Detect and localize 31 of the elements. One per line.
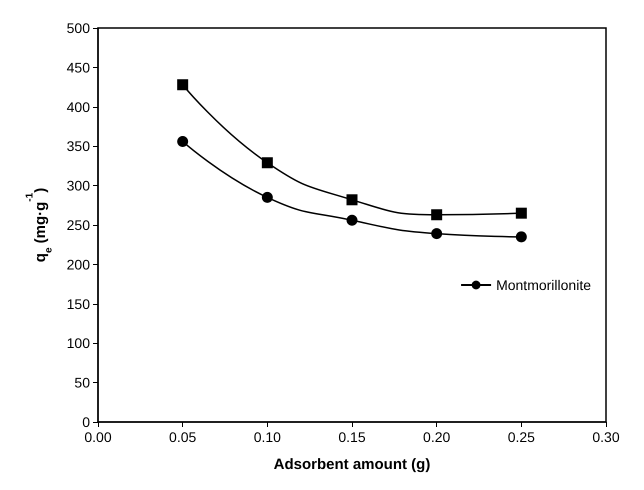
point [431, 209, 442, 220]
y-tick-label: 350 [66, 138, 90, 154]
y-tick-label: 450 [66, 59, 90, 76]
point [516, 208, 527, 219]
y-tick-label: 250 [66, 217, 90, 233]
point [262, 157, 273, 168]
y-tick-label: 500 [66, 20, 90, 36]
point [346, 214, 358, 226]
point [516, 231, 527, 242]
y-tick-label: 300 [66, 178, 90, 194]
y-tick-label: 200 [66, 256, 90, 272]
x-tick-label: 0.05 [169, 429, 197, 445]
point [346, 194, 358, 206]
point [177, 79, 188, 90]
x-tick-label: 0.15 [338, 429, 366, 445]
x-tick-label: 0.25 [508, 429, 536, 445]
y-tick-label: 0 [82, 414, 90, 430]
y-tick-label: 150 [66, 296, 90, 312]
point [262, 192, 273, 203]
x-tick-label: 0.20 [423, 429, 451, 445]
legend-label: Montmorillonite [496, 277, 592, 293]
point [431, 228, 442, 240]
x-axis-title: Adsorbent amount (g) [274, 456, 430, 473]
y-axis-title: qe (mg·g-1) [24, 188, 54, 262]
x-tick-label: 0.10 [254, 429, 282, 445]
y-tick-label: 400 [66, 98, 90, 115]
y-tick-label: 100 [66, 335, 90, 352]
y-tick-label: 50 [74, 374, 90, 391]
x-tick-label: 0.30 [592, 429, 620, 445]
x-tick-label: 0.00 [84, 429, 112, 445]
point [177, 136, 188, 147]
